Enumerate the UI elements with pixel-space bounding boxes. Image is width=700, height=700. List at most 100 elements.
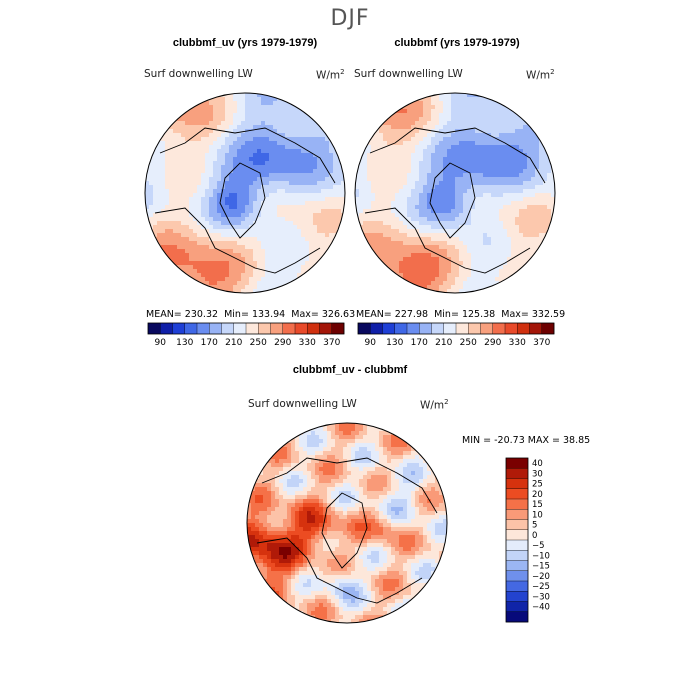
panel2-colorbar-swatch [358,323,371,334]
panel2-map-cell [471,281,476,286]
panel1-map-cell [265,217,270,222]
panel3-map-cell [415,491,420,496]
panel3-map-cell [427,479,432,484]
panel2-map-cell [455,193,460,198]
panel2-map-cell [435,281,440,286]
panel2-map-cell [435,257,440,262]
panel1-map-cell [305,245,310,250]
panel2-map-cell [435,129,440,134]
panel1-map-cell [169,209,174,214]
panel3-map-cell [355,455,360,460]
panel1-map-cell [257,129,262,134]
panel2-map-cell [395,217,400,222]
panel2-map-cell [511,237,516,242]
panel2-map-cell [471,97,476,102]
panel2-map-cell [395,145,400,150]
panel1-map-cell [189,249,194,254]
panel1-map-cell [285,189,290,194]
panel1-map-cell [209,245,214,250]
panel2-map-cell [427,277,432,282]
panel1-map-cell [165,177,170,182]
panel1-map-cell [217,169,222,174]
panel2-map-cell [415,253,420,258]
panel3-map-cell [359,475,364,480]
panel2-map-cell [427,169,432,174]
panel2-map-cell [439,117,444,122]
panel3-map-cell [299,455,304,460]
panel2-map-cell [499,245,504,250]
panel1-map-cell [145,189,150,194]
panel1-map-cell [157,173,162,178]
panel2-map-cell [367,165,372,170]
panel2-map-cell [499,121,504,126]
panel1-map-cell [181,125,186,130]
panel3-map-cell [295,459,300,464]
panel1-map-cell [269,233,274,238]
panel2-map-cell [455,277,460,282]
panel1-map-cell [321,141,326,146]
panel2-map-cell [415,213,420,218]
panel2-map-cell [387,125,392,130]
panel2-map-cell [511,141,516,146]
panel2-map-cell [439,285,444,290]
panel1-map-cell [245,221,250,226]
panel3-map-cell [267,487,272,492]
panel2-map-cell [439,241,444,246]
panel1-map-cell [293,281,298,286]
panel3-map-cell [331,491,336,496]
panel1-map-cell [189,257,194,262]
panel1-map-cell [181,233,186,238]
panel3-map-cell [411,471,416,476]
panel3-map-cell [359,435,364,440]
panel1-map-cell [297,149,302,154]
panel1-map-cell [209,93,214,98]
panel1-colorbar-swatch [270,323,284,334]
panel1-map-cell [301,217,306,222]
panel1-map-cell [149,173,154,178]
panel2-map-cell [495,277,500,282]
panel3-map-cell [415,479,420,484]
panel2-map-cell [451,209,456,214]
panel2-map-cell [475,141,480,146]
panel3-map-cell [319,455,324,460]
panel1-map-cell [277,189,282,194]
panel2-map-cell [403,213,408,218]
panel2-map-cell [527,221,532,226]
panel3-map-cell [435,479,440,484]
panel1-map-cell [245,169,250,174]
panel2-map-cell [487,289,492,293]
panel1-map-cell [185,217,190,222]
panel2-map-cell [471,237,476,242]
panel1-map-cell [297,225,302,230]
panel2-map-cell [535,237,540,242]
panel2-map-cell [375,133,380,138]
panel2-map-cell [535,169,540,174]
panel2-map-cell [391,113,396,118]
panel3-map-cell [435,471,440,476]
panel1-stats: MEAN= 230.32 Min= 133.94 Max= 326.63 [146,309,355,320]
panel2-map-cell [459,117,464,122]
panel2-map-cell [371,201,376,206]
panel1-map-cell [313,161,318,166]
panel2-map-cell [423,125,428,130]
panel1-map-cell [293,213,298,218]
panel2-map-cell [391,141,396,146]
panel3-map-cell [359,447,364,452]
panel2-map-cell [435,221,440,226]
panel2-map-cell [423,113,428,118]
panel1-map-cell [285,209,290,214]
panel1-map-cell [153,181,158,186]
panel3-map-cell [403,459,408,464]
panel2-map-cell [443,161,448,166]
panel3-map-cell [411,479,416,484]
panel2-map-cell [447,169,452,174]
panel1-map-cell [313,213,318,218]
panel3-map-cell [367,451,372,456]
panel2-map-cell [387,245,392,250]
panel1-map-cell [309,129,314,134]
panel1-map-cell [165,201,170,206]
panel2-map-cell [519,181,524,186]
panel1-map-cell [221,193,226,198]
panel1-map-cell [189,269,194,274]
panel3-map-cell [267,475,272,480]
